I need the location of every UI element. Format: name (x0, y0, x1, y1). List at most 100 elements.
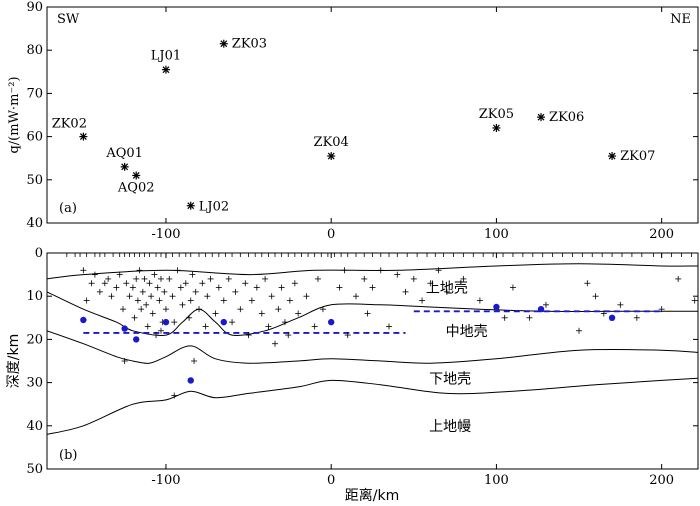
heat-flow-point (608, 152, 616, 160)
layer-label: 上地壳 (426, 280, 468, 297)
seismic-event-marker (146, 280, 152, 286)
seismic-event-marker (502, 315, 508, 321)
blue-sample-point (538, 306, 544, 312)
blue-sample-point (221, 319, 227, 325)
blue-sample-point (188, 377, 194, 383)
panel-b-x-axis-title: 距离/km (345, 487, 399, 504)
seismic-event-marker (254, 285, 260, 291)
seismic-event-marker (320, 306, 326, 312)
seismic-event-marker (262, 276, 268, 282)
seismic-event-marker (295, 310, 301, 316)
panel-a-y-tick-label: 70 (26, 86, 43, 101)
seismic-event-marker (150, 310, 156, 316)
seismic-event-marker (229, 319, 235, 325)
seismic-event-marker (158, 276, 164, 282)
blue-sample-point (80, 317, 86, 323)
seismic-event-marker (269, 293, 275, 299)
seismic-event-marker (312, 323, 318, 329)
seismic-event-marker (617, 302, 623, 308)
seismic-event-marker (259, 310, 265, 316)
seismic-event-marker (526, 315, 532, 321)
layer-label: 中地壳 (446, 323, 488, 340)
seismic-event-marker (105, 276, 111, 282)
panel-a-y-tick-label: 40 (26, 216, 43, 231)
panel-b-y-tick-label: 20 (26, 332, 43, 347)
seismic-event-marker (132, 315, 138, 321)
seismic-event-marker (265, 323, 271, 329)
seismic-event-marker (92, 272, 98, 278)
panel-a: -100 0 100 200 40 50 60 70 80 90 SW NE (a) q/(mW·… (7, 0, 698, 242)
heat-flow-point (492, 124, 500, 132)
seismic-event-marker (221, 298, 227, 304)
seismic-event-marker (199, 280, 205, 286)
heat-flow-point (79, 133, 87, 141)
panel-a-x-tick-label: -100 (151, 227, 180, 242)
seismic-event-marker (175, 267, 181, 273)
seismic-event-marker (191, 358, 197, 364)
heat-flow-points: ZK02 AQ01 AQ02 LJ01 LJ02 ZK03 ZK04 ZK05 ZK06 ZK07 (52, 37, 656, 215)
seismic-event-marker (123, 280, 129, 286)
seismic-event-marker (188, 298, 194, 304)
seismic-event-marker (403, 289, 409, 295)
seismic-event-marker (170, 293, 176, 299)
seismic-event-marker (84, 298, 90, 304)
seismic-event-marker (156, 298, 162, 304)
seismic-event-marker (292, 280, 298, 286)
panel-a-x-tick-label: 100 (484, 227, 509, 242)
layer-label: 上地幔 (429, 419, 471, 435)
seismic-event-marker (193, 289, 199, 295)
seismic-event-marker (353, 293, 359, 299)
seismic-event-marker (89, 280, 95, 286)
panel-b-y-tick-label: 0 (35, 246, 43, 261)
blue-sample-point (328, 319, 334, 325)
seismic-event-marker (275, 306, 281, 312)
seismic-event-marker (675, 276, 681, 282)
seismic-event-marker (204, 293, 210, 299)
seismic-event-marker (203, 323, 209, 329)
blue-sample-points (80, 304, 615, 384)
seismic-event-marker (365, 310, 371, 316)
seismic-event-marker (692, 298, 698, 304)
seismic-event-marker (120, 306, 126, 312)
seismic-event-marker (303, 293, 309, 299)
seismic-event-marker (370, 285, 376, 291)
seismic-event-marker (196, 306, 202, 312)
panel-b-x-tick-label: 100 (484, 473, 509, 488)
seismic-event-marker (378, 267, 384, 273)
heat-flow-point-label: ZK03 (232, 37, 267, 52)
panel-b-y-tick-label: 50 (26, 462, 43, 477)
seismic-event-marker (249, 298, 255, 304)
heat-flow-point (132, 171, 140, 179)
seismic-event-marker (237, 306, 243, 312)
seismic-event-marker (213, 310, 219, 316)
seismic-event-marker (226, 276, 232, 282)
heat-flow-point (327, 152, 335, 160)
seismic-event-marker (272, 341, 278, 347)
seismic-event-marker (287, 298, 293, 304)
panel-a-label: (a) (59, 201, 77, 216)
panel-a-y-tick-label: 80 (26, 43, 43, 58)
heat-flow-point-label: AQ02 (117, 180, 155, 195)
seismic-event-marker (155, 285, 161, 291)
blue-sample-point (121, 325, 127, 331)
seismic-event-marker (477, 298, 483, 304)
seismic-event-marker (130, 285, 136, 291)
seismic-event-marker (178, 285, 184, 291)
panel-a-x-tick-label: 0 (327, 227, 335, 242)
seismic-event-marker (135, 298, 141, 304)
heat-flow-point-label: LJ02 (199, 200, 229, 215)
blue-sample-point (133, 336, 139, 342)
panel-a-y-tick-label: 50 (26, 173, 43, 188)
seismic-event-marker (216, 285, 222, 291)
heat-flow-point-label: ZK02 (52, 117, 87, 132)
seismic-event-marker (584, 280, 590, 286)
heat-flow-point-label: ZK06 (549, 110, 584, 125)
seismic-event-marker (232, 289, 238, 295)
seismic-event-marker (127, 293, 133, 299)
seismic-event-marker (183, 280, 189, 286)
seismic-event-marker (151, 272, 157, 278)
seismic-event-marker (543, 302, 549, 308)
heat-flow-point (162, 66, 170, 74)
seismic-event-marker (143, 302, 149, 308)
